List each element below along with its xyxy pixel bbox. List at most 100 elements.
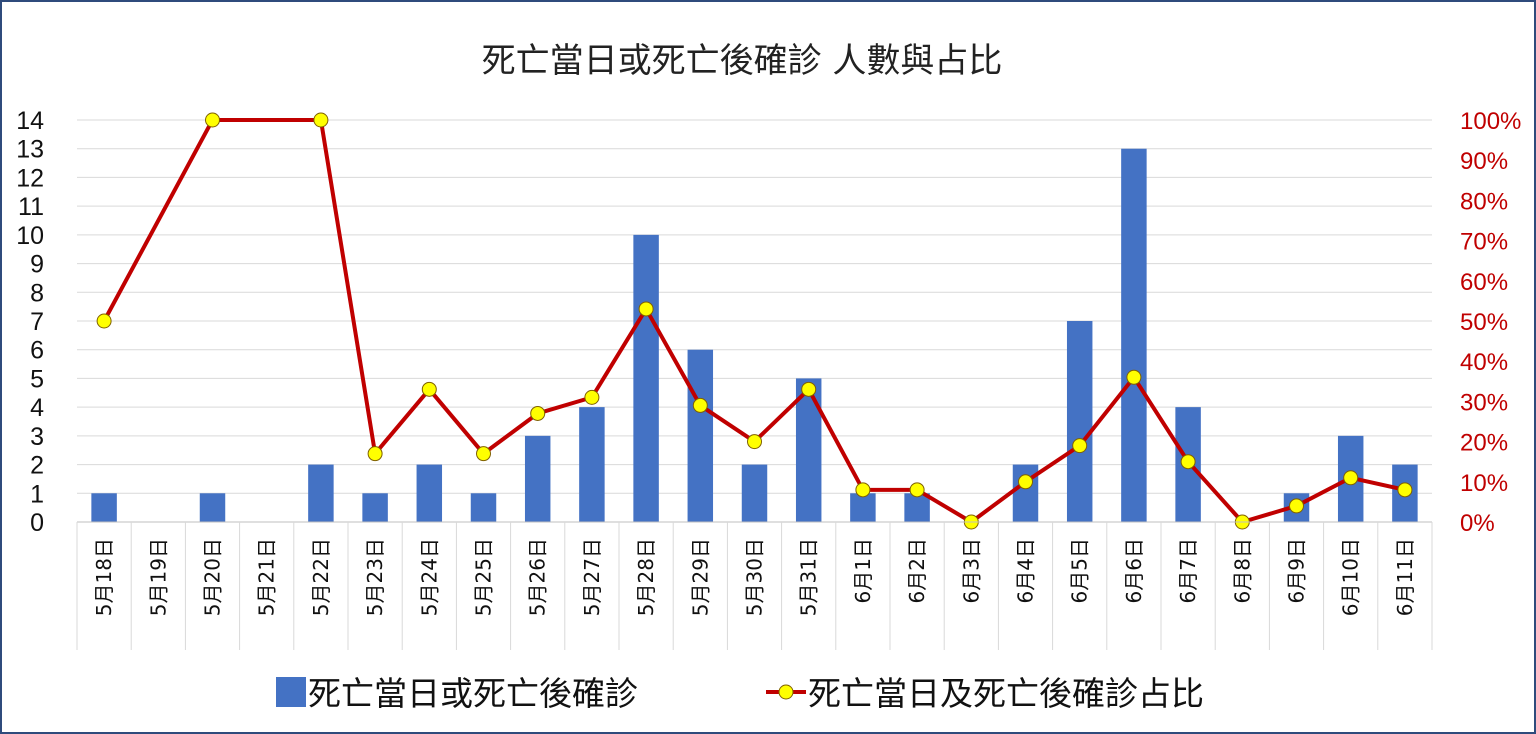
x-tick-label: 5月21日 <box>255 538 279 616</box>
bar <box>741 464 768 522</box>
line-point <box>476 446 491 462</box>
bar <box>416 464 443 522</box>
line-point <box>747 434 762 450</box>
x-tick-label: 6月6日 <box>1122 538 1146 603</box>
right-tick-label: 60% <box>1460 269 1508 296</box>
chart-title: 死亡當日或死亡後確診 人數與占比 <box>482 41 1003 81</box>
left-tick-label: 3 <box>30 423 44 451</box>
right-tick-label: 80% <box>1460 188 1508 215</box>
right-axis: 0% 10% 20% 30% 40% 50% 60% 70% 80% 90% 100% <box>1460 108 1521 537</box>
bar <box>1121 148 1147 522</box>
bar <box>1066 321 1093 522</box>
line-point <box>584 389 600 405</box>
left-tick-label: 5 <box>30 365 44 393</box>
line-point <box>313 112 329 128</box>
x-tick-label: 6月1日 <box>851 538 875 603</box>
line-point <box>638 301 654 317</box>
bar <box>308 464 334 522</box>
left-tick-label: 0 <box>30 509 44 537</box>
x-axis: 5月18日 5月19日 5月20日 5月21日 5月22日 5月23日 5月24日 5月25日… <box>76 521 1433 650</box>
line-series <box>96 112 1413 530</box>
bar <box>91 493 117 522</box>
legend-line-label: 死亡當日及死亡後確診占比 <box>808 674 1204 713</box>
right-tick-label: 40% <box>1460 349 1508 376</box>
x-tick-label: 5月25日 <box>472 538 496 616</box>
legend: 死亡當日或死亡後確診 死亡當日及死亡後確診占比 <box>276 674 1204 713</box>
bar <box>904 493 930 522</box>
x-tick-label: 6月7日 <box>1176 538 1200 603</box>
bar <box>1012 464 1039 522</box>
line-point <box>96 313 112 329</box>
left-tick-label: 2 <box>30 452 44 480</box>
x-tick-label: 6月11日 <box>1393 538 1417 616</box>
line-point <box>1072 438 1088 454</box>
legend-line-marker <box>778 684 794 700</box>
left-tick-label: 12 <box>16 164 44 192</box>
right-tick-label: 70% <box>1460 229 1508 256</box>
x-tick-label: 6月3日 <box>959 538 983 603</box>
x-tick-label: 5月31日 <box>797 538 821 616</box>
left-tick-label: 6 <box>30 337 44 365</box>
right-tick-label: 90% <box>1460 148 1508 175</box>
line-point <box>1397 482 1413 498</box>
right-tick-label: 10% <box>1460 470 1508 497</box>
x-tick-label: 6月10日 <box>1339 538 1363 616</box>
right-tick-label: 100% <box>1460 108 1521 135</box>
x-tick-label: 6月5日 <box>1068 538 1092 603</box>
x-tick-label: 5月29日 <box>688 538 712 616</box>
bar <box>633 234 659 522</box>
line-point <box>855 482 871 498</box>
x-tick-label: 5月30日 <box>743 538 767 616</box>
right-tick-label: 20% <box>1460 430 1508 457</box>
left-tick-label: 7 <box>30 308 44 336</box>
right-tick-label: 30% <box>1460 389 1508 416</box>
left-tick-label: 4 <box>30 394 44 422</box>
x-tick-label: 6月2日 <box>905 538 929 603</box>
left-tick-label: 1 <box>30 480 44 508</box>
line-point <box>1018 474 1033 490</box>
line-point <box>1343 470 1359 486</box>
line-point <box>530 405 546 421</box>
line-point <box>367 446 383 462</box>
left-tick-label: 13 <box>16 136 44 164</box>
bar <box>850 493 876 522</box>
x-tick-label: 5月24日 <box>417 538 441 616</box>
x-tick-label: 5月18日 <box>92 538 116 616</box>
line-point <box>1289 498 1304 514</box>
line-point <box>421 381 437 397</box>
bar <box>362 493 388 522</box>
line-point <box>1180 454 1196 470</box>
x-tick-label: 6月8日 <box>1230 538 1254 603</box>
bar <box>199 493 226 522</box>
legend-bar-label: 死亡當日或死亡後確診 <box>308 674 638 713</box>
line-point <box>909 482 925 498</box>
x-tick-label: 5月20日 <box>201 538 225 616</box>
x-tick-label: 5月26日 <box>526 538 550 616</box>
left-tick-label: 9 <box>30 251 44 279</box>
bar <box>687 349 714 522</box>
right-tick-label: 0% <box>1460 510 1495 537</box>
line-point <box>1126 369 1142 385</box>
left-tick-label: 14 <box>16 107 44 135</box>
left-tick-label: 8 <box>30 279 44 307</box>
x-tick-label: 5月22日 <box>309 538 333 616</box>
gridlines <box>77 119 1432 523</box>
line-point <box>205 112 220 128</box>
line-point <box>692 397 708 413</box>
bar <box>524 435 551 522</box>
x-tick-label: 5月19日 <box>146 538 170 616</box>
left-tick-label: 10 <box>16 222 44 250</box>
bar <box>579 407 605 522</box>
x-tick-label: 5月23日 <box>363 538 387 616</box>
bar-series <box>91 148 1418 522</box>
bar <box>470 493 497 522</box>
legend-bar-swatch <box>276 677 306 707</box>
x-tick-label: 6月4日 <box>1014 538 1038 603</box>
x-tick-label: 5月27日 <box>580 538 604 616</box>
x-tick-label: 5月28日 <box>634 538 658 616</box>
x-tick-label: 6月9日 <box>1285 538 1309 603</box>
left-tick-label: 11 <box>18 193 44 221</box>
